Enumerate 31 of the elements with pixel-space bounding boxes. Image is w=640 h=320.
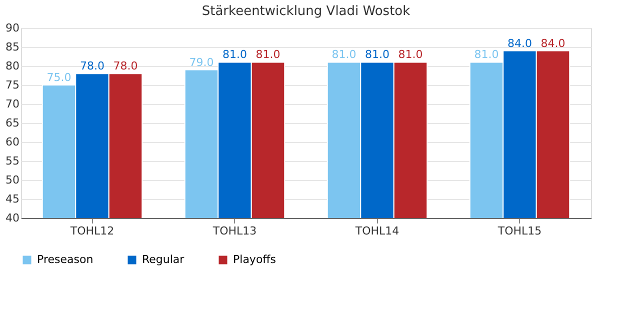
y-tick-label: 80 [6,60,20,72]
data-label: 81.0 [222,48,247,62]
x-tick-label: TOHL12 [69,224,114,238]
y-tick-label: 60 [6,136,20,148]
data-label: 84.0 [540,36,566,50]
data-label: 81.0 [365,48,390,62]
data-label: 81.0 [474,48,499,62]
y-tick-label: 90 [6,22,20,34]
data-label: 78.0 [80,60,104,73]
x-tick-label: TOHL15 [496,224,542,238]
x-tick-label: TOHL14 [354,224,400,238]
data-label: 79.0 [189,56,214,69]
chart-title: Stärkeentwicklung Vladi Wostok [202,4,411,19]
y-tick-label: 50 [6,174,20,186]
y-tick-label: 65 [6,116,20,130]
y-tick-label: 70 [6,98,20,110]
data-label: 78.0 [113,60,138,73]
data-label: 75.0 [46,71,72,84]
data-label: 81.0 [332,48,356,62]
data-label: 84.0 [508,36,532,50]
data-label: 81.0 [398,48,423,62]
y-tick-label: 45 [6,192,20,206]
data-label: 81.0 [256,48,280,62]
y-tick-label: 55 [6,154,20,168]
legend-label: Regular [142,253,185,266]
y-tick-label: 75 [6,78,20,92]
y-tick-label: 40 [6,212,20,224]
legend-label: Preseason [37,253,94,266]
legend-label: Playoffs [233,253,276,266]
y-tick-label: 85 [6,40,20,54]
x-tick-label: TOHL13 [212,224,257,238]
